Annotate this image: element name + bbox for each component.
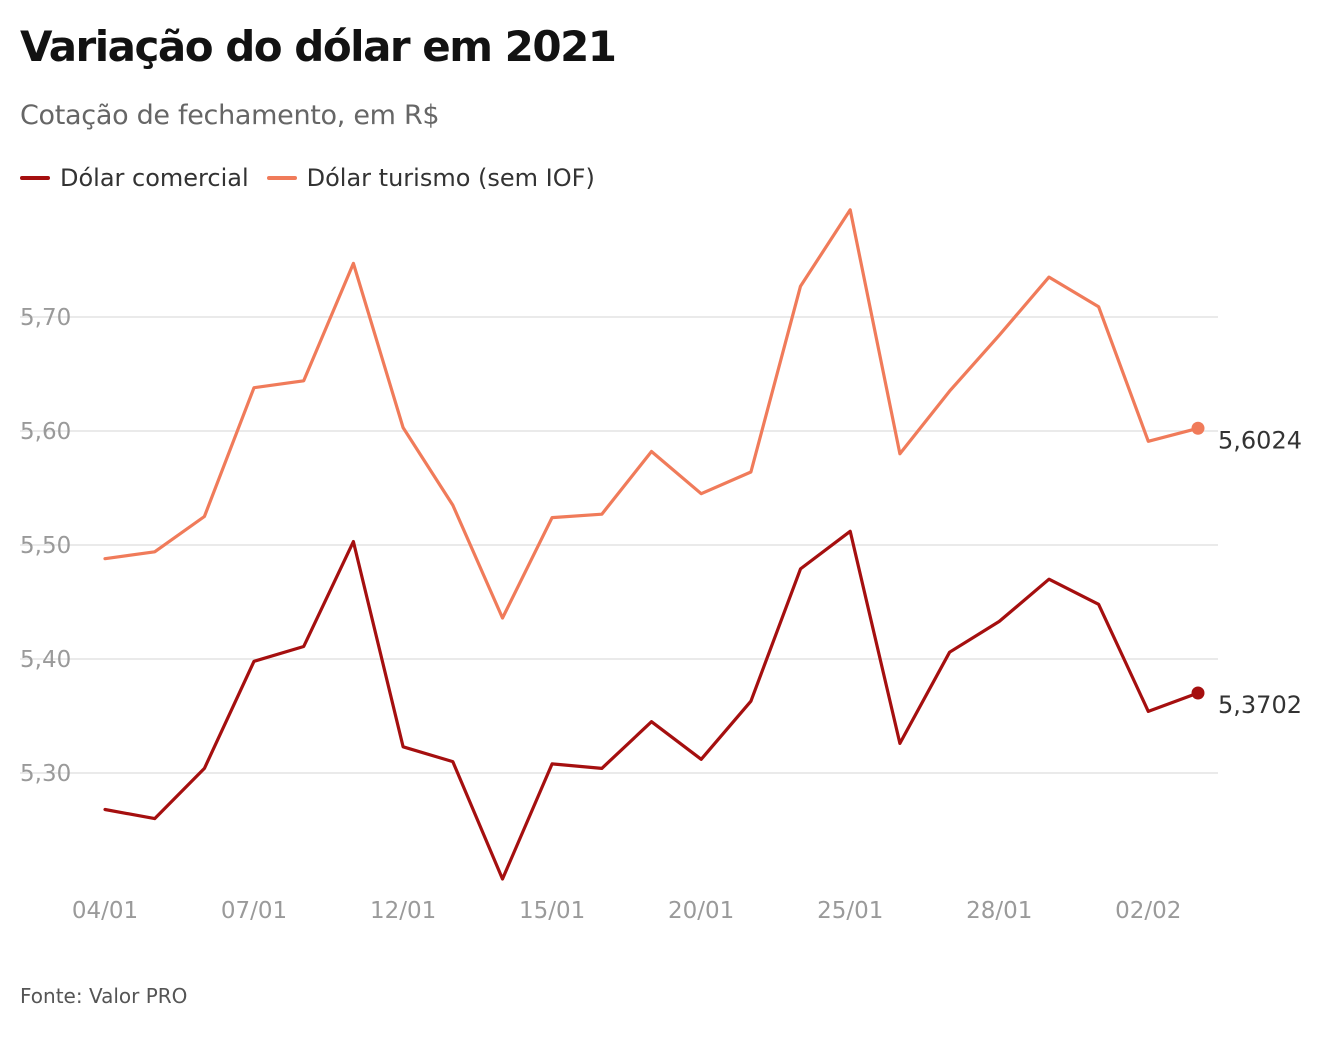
series-layer: 5,3702 5,6024 [103, 208, 1302, 881]
source-note: Fonte: Valor PRO [20, 984, 188, 1008]
end-label-comercial: 5,3702 [1218, 691, 1302, 719]
grid-layer [20, 316, 1218, 774]
chart-title: Variação do dólar em 2021 [20, 22, 617, 71]
y-tick-label: 5,30 [20, 761, 71, 787]
legend: Dólar comercial Dólar turismo (sem IOF) [20, 164, 613, 192]
y-tick-label: 5,70 [20, 305, 71, 331]
x-tick-label: 20/01 [668, 898, 734, 924]
series-line-turismo [103, 208, 1200, 620]
y-tick-label: 5,60 [20, 419, 71, 445]
legend-swatch-comercial [20, 176, 50, 180]
y-tick-label: 5,40 [20, 647, 71, 673]
x-tick-label: 28/01 [966, 898, 1032, 924]
x-tick-label: 07/01 [221, 898, 287, 924]
y-axis: 5,30 5,40 5,50 5,60 5,70 [20, 305, 71, 787]
y-tick-label: 5,50 [20, 533, 71, 559]
legend-item-turismo: Dólar turismo (sem IOF) [266, 164, 595, 192]
legend-label-turismo: Dólar turismo (sem IOF) [306, 164, 595, 192]
legend-label-comercial: Dólar comercial [60, 164, 249, 192]
end-point-comercial [1191, 686, 1205, 700]
series-line-comercial [103, 529, 1200, 881]
legend-swatch-turismo [266, 176, 297, 180]
legend-item-comercial: Dólar comercial [20, 164, 249, 192]
x-axis: 04/01 07/01 12/01 15/01 20/01 25/01 28/01 02/02 [72, 898, 1182, 924]
end-label-turismo: 5,6024 [1218, 426, 1302, 454]
x-tick-label: 25/01 [817, 898, 883, 924]
line-chart: 5,30 5,40 5,50 5,60 5,70 04/01 07/01 12/01 15/0… [20, 208, 1302, 924]
end-point-turismo [1191, 421, 1205, 435]
x-tick-label: 12/01 [370, 898, 436, 924]
x-tick-label: 15/01 [519, 898, 585, 924]
x-tick-label: 02/02 [1115, 898, 1181, 924]
x-tick-label: 04/01 [72, 898, 138, 924]
chart-subtitle: Cotação de fechamento, em R$ [20, 100, 440, 131]
